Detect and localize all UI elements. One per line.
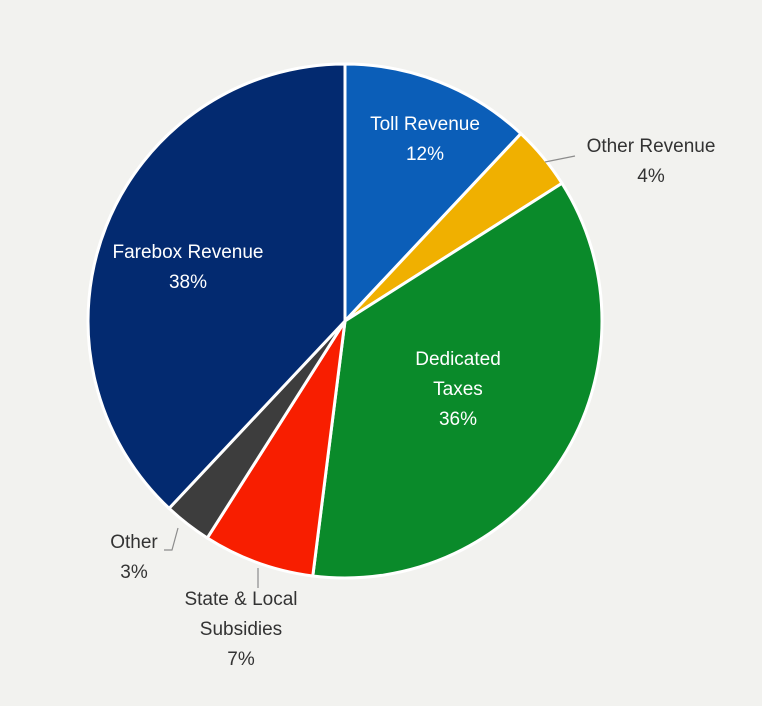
- leader-lines: [164, 155, 576, 588]
- pie-slices: [86, 62, 604, 580]
- slice-label-toll-revenue: Toll Revenue 12%: [370, 114, 480, 165]
- slice-value-state-and-local-subsidies: 7%: [227, 649, 255, 670]
- slice-label-dedicated-taxes: Dedicated Taxes 36%: [415, 349, 501, 430]
- slice-value-toll-revenue: 12%: [406, 144, 444, 165]
- slice-labels: Toll Revenue 12% Other Revenue 4% Dedicated T…: [110, 114, 715, 670]
- slice-value-dedicated-taxes: 36%: [439, 409, 477, 430]
- slice-name-state-and-local-subsidies: State & Local: [184, 589, 297, 610]
- slice-label-state-and-local-subsidies: State & Local Subsidies 7%: [184, 589, 297, 670]
- slice-name-farebox-revenue: Farebox Revenue: [112, 242, 263, 263]
- slice-value-farebox-revenue: 38%: [169, 272, 207, 293]
- slice-label-other-revenue: Other Revenue 4%: [587, 136, 716, 187]
- pie-slice-toll-revenue: [343, 62, 524, 325]
- pie-slice-farebox-revenue: [86, 62, 347, 511]
- slice-name-other-revenue: Other Revenue: [587, 136, 716, 157]
- pie-slice-dedicated-taxes: [311, 181, 604, 580]
- slice-name-dedicated-taxes: Dedicated: [415, 349, 501, 370]
- slice-label-other: Other 3%: [110, 532, 158, 583]
- pie-slice-state-and-local-subsidies: [205, 320, 347, 578]
- slice-name-toll-revenue: Toll Revenue: [370, 114, 480, 135]
- slice-label-farebox-revenue: Farebox Revenue 38%: [112, 242, 263, 293]
- leader-line-other-revenue: [544, 155, 576, 163]
- slice-value-other: 3%: [120, 562, 148, 583]
- leader-line-other: [164, 527, 179, 551]
- slice-value-other-revenue: 4%: [637, 166, 665, 187]
- slice-name-dedicated-taxes: Taxes: [433, 379, 483, 400]
- slice-name-other: Other: [110, 532, 158, 553]
- slice-name-state-and-local-subsidies: Subsidies: [200, 619, 282, 640]
